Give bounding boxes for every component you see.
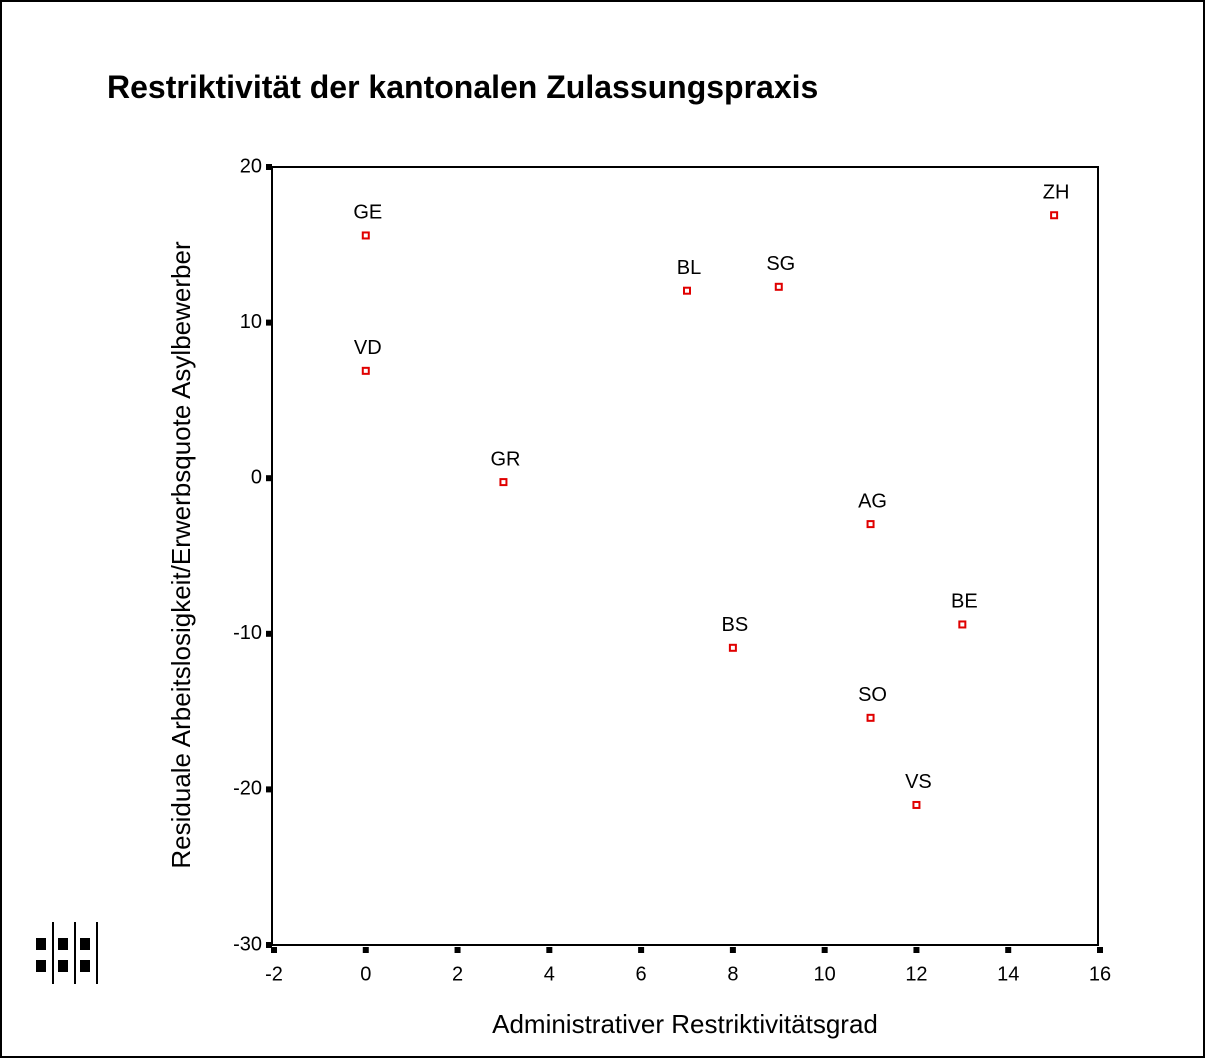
- x-tick-label: 14: [997, 963, 1019, 985]
- x-tick-label: 12: [905, 963, 927, 985]
- x-tick: [362, 947, 369, 953]
- x-tick-label: -2: [265, 963, 283, 985]
- x-tick: [1097, 947, 1103, 953]
- point: [774, 282, 783, 291]
- point: [361, 366, 370, 375]
- point-label: ZH: [1043, 182, 1070, 204]
- point-label: BE: [951, 591, 978, 613]
- logo: [36, 922, 98, 984]
- y-tick-label: -20: [233, 778, 262, 800]
- y-tick: [266, 786, 272, 793]
- point-label: SG: [766, 253, 795, 275]
- x-tick-label: 0: [360, 963, 371, 985]
- point-label: AG: [858, 490, 887, 512]
- point-label: BL: [677, 257, 701, 279]
- point-label: SO: [858, 684, 887, 706]
- x-axis-label: Administrativer Restriktivitätsgrad: [492, 1009, 878, 1039]
- x-tick: [913, 947, 920, 953]
- point-label: GR: [490, 448, 520, 470]
- x-tick: [271, 947, 277, 953]
- point: [958, 620, 967, 629]
- x-tick-label: 2: [452, 963, 463, 985]
- y-tick-label: -10: [233, 622, 262, 644]
- x-tick-label: 10: [814, 963, 836, 985]
- x-tick: [729, 947, 736, 953]
- point: [361, 231, 370, 240]
- y-tick-label: 10: [240, 311, 262, 333]
- x-tick-label: 8: [727, 963, 738, 985]
- point-label: GE: [353, 202, 382, 224]
- y-tick-label: -30: [233, 933, 262, 955]
- x-tick-label: 6: [636, 963, 647, 985]
- point: [499, 478, 508, 487]
- x-tick: [546, 947, 553, 953]
- y-tick: [266, 475, 272, 482]
- x-tick: [454, 947, 461, 953]
- point: [1050, 211, 1059, 220]
- chart-title: Restriktivität der kantonalen Zulassungs…: [107, 69, 818, 105]
- x-tick-label: 16: [1089, 963, 1111, 985]
- point: [728, 643, 737, 652]
- x-tick: [638, 947, 645, 953]
- point: [866, 520, 875, 529]
- point: [683, 286, 691, 295]
- point: [866, 713, 875, 722]
- point: [912, 800, 921, 809]
- point-label: BS: [722, 614, 749, 636]
- y-tick: [266, 164, 272, 170]
- y-tick: [266, 942, 272, 948]
- point-label: VD: [354, 337, 382, 359]
- x-tick: [821, 947, 828, 953]
- point-label: VS: [905, 771, 932, 793]
- y-tick-label: 0: [251, 466, 262, 488]
- y-tick: [266, 319, 272, 326]
- x-tick: [1005, 947, 1012, 953]
- y-axis-label: Residuale Arbeitslosigkeit/Erwerbsquote …: [166, 241, 196, 869]
- plot-area: [271, 166, 1099, 946]
- y-tick: [266, 630, 272, 637]
- x-tick-label: 4: [544, 963, 555, 985]
- y-tick-label: 20: [240, 155, 262, 177]
